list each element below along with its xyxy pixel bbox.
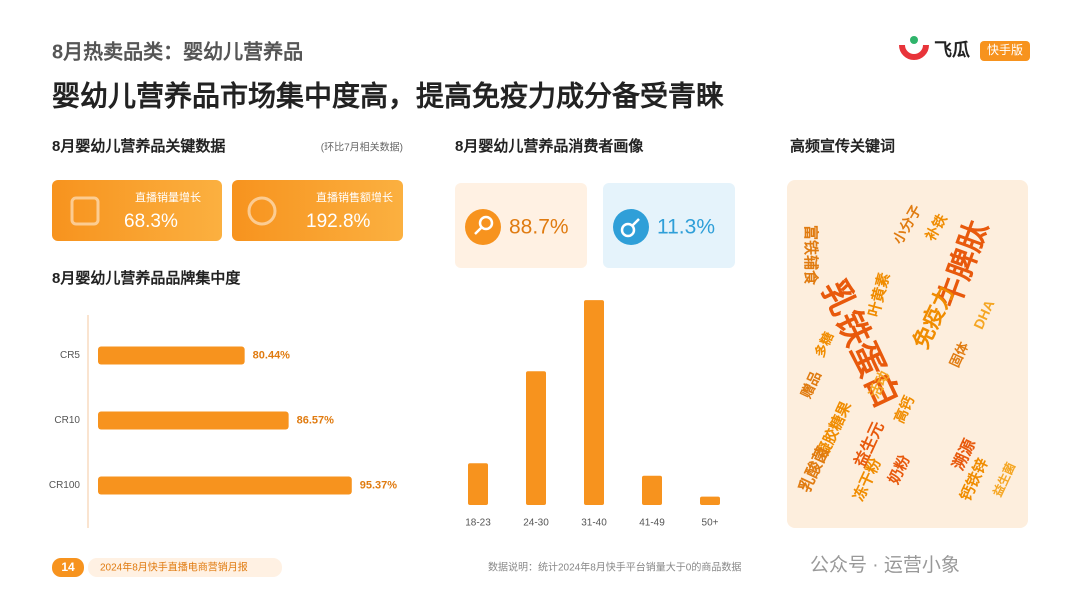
- x-tick-label: 18-23: [465, 518, 491, 529]
- female-share: 88.7%: [509, 216, 569, 239]
- bar: [700, 496, 720, 505]
- logo: 飞瓜: [934, 40, 970, 60]
- section-note: (环比7月相关数据): [321, 141, 403, 154]
- female-card: [455, 183, 587, 268]
- bar: [642, 475, 662, 505]
- kpi-label: 直播销量增长: [135, 190, 201, 204]
- data-note: 数据说明：统计2024年8月快手平台销量大于0的商品数据: [488, 561, 741, 574]
- keyword: 富铁辅食: [802, 225, 820, 286]
- y-tick-label: CR5: [60, 350, 80, 361]
- section-title: 8月婴幼儿营养品关键数据: [52, 137, 225, 155]
- page-number: 14: [61, 560, 75, 574]
- kpi-card: [52, 180, 222, 241]
- logo-badge: 快手版: [987, 43, 1023, 57]
- x-tick-label: 31-40: [581, 518, 607, 529]
- title: 婴幼儿营养品市场集中度高，提高免疫力成分备受青睐: [52, 79, 724, 111]
- logo-dot: [910, 36, 918, 44]
- bar: [98, 476, 352, 495]
- report-name: 2024年8月快手直播电商营销月报: [100, 561, 248, 574]
- word-cloud-bg: [787, 180, 1028, 528]
- kpi-icon: [70, 196, 100, 226]
- bar: [584, 300, 604, 505]
- bar: [526, 371, 546, 505]
- male-share: 11.3%: [657, 216, 715, 239]
- y-tick-label: CR10: [54, 415, 80, 426]
- x-tick-label: 50+: [702, 518, 719, 529]
- bar: [98, 411, 289, 430]
- y-tick-label: CR100: [49, 480, 81, 491]
- kpi-icon: [247, 196, 277, 226]
- watermark: 公众号 · 运营小象: [810, 554, 960, 576]
- report-bg: [88, 558, 282, 577]
- female-symbol: [474, 227, 482, 235]
- x-tick-label: 24-30: [523, 518, 549, 529]
- kpi-value: 68.3%: [124, 211, 178, 232]
- male-symbol: [631, 218, 640, 227]
- page-badge: [52, 558, 84, 577]
- bar: [468, 463, 488, 505]
- logo-badge-bg: [980, 41, 1030, 61]
- kpi-card: [232, 180, 403, 241]
- category: 8月热卖品类：婴幼儿营养品: [52, 39, 303, 63]
- kpi-value: 192.8%: [306, 211, 371, 232]
- kpi-label: 直播销售额增长: [316, 190, 393, 204]
- male-symbol: [620, 222, 636, 238]
- value-label: 80.44%: [253, 349, 291, 361]
- section-title: 高频宣传关键词: [790, 137, 895, 155]
- section-title: 8月婴幼儿营养品消费者画像: [455, 137, 644, 155]
- chart-title: 8月婴幼儿营养品品牌集中度: [52, 269, 241, 287]
- female-symbol: [478, 215, 494, 231]
- male-card: [603, 183, 735, 268]
- logo-icon: [899, 44, 929, 60]
- value-label: 95.37%: [360, 479, 398, 491]
- value-label: 86.57%: [297, 414, 335, 426]
- x-tick-label: 41-49: [639, 518, 665, 529]
- bar: [98, 346, 245, 365]
- male-icon: [613, 209, 649, 245]
